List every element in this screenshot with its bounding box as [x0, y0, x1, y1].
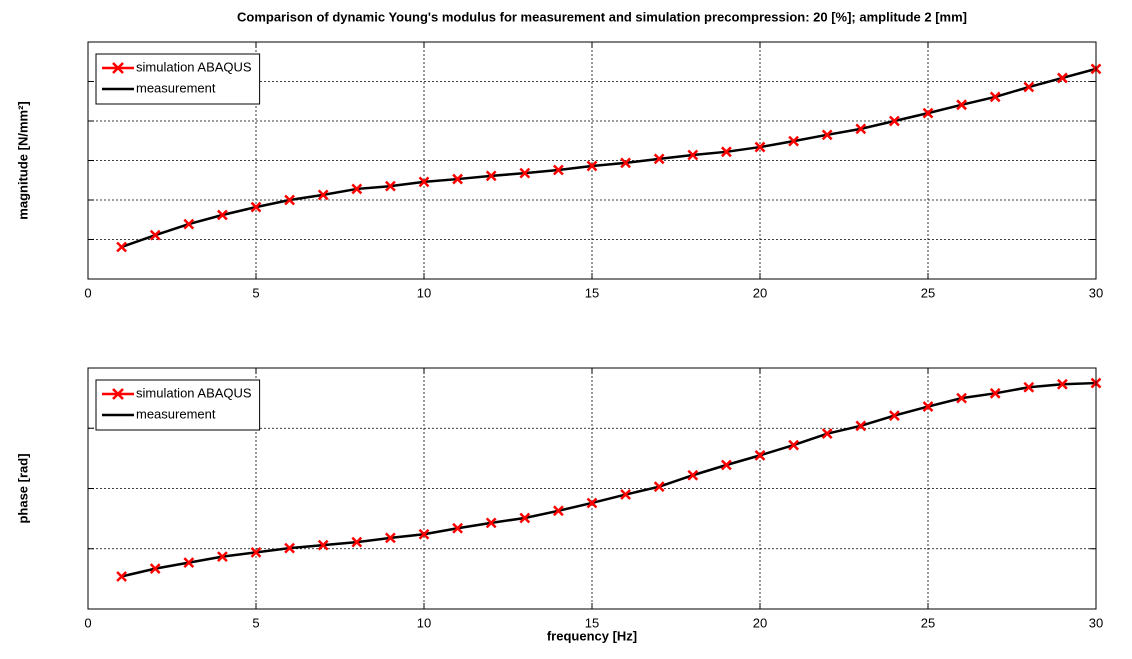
series-line: [121, 67, 1097, 249]
marker: [653, 481, 665, 493]
x-tick-label: 30: [1089, 615, 1103, 630]
marker: [989, 91, 1001, 103]
marker: [519, 167, 531, 179]
marker: [956, 392, 967, 404]
x-tick-label: 5: [252, 285, 259, 300]
plot-frame: [87, 41, 1097, 280]
marker: [754, 449, 766, 461]
x-tick-label: 10: [417, 615, 431, 630]
marker: [149, 563, 161, 575]
marker: [721, 459, 732, 471]
legend-marker: [112, 62, 124, 74]
marker: [1057, 378, 1068, 390]
marker: [217, 209, 228, 221]
marker: [754, 141, 766, 153]
marker: [553, 505, 564, 517]
legend: simulation ABAQUS measurement: [95, 53, 261, 105]
marker: [284, 194, 295, 206]
marker: [586, 497, 598, 509]
marker: [821, 428, 833, 440]
x-tick-label: 0: [84, 285, 91, 300]
marker: [217, 551, 228, 562]
marker: [452, 522, 463, 534]
x-tick-label: 25: [921, 615, 935, 630]
marker: [889, 115, 900, 127]
x-tick-label: 20: [753, 615, 767, 630]
x-tick-label: 10: [417, 285, 431, 300]
x-tick-label: 15: [585, 615, 599, 630]
marker: [922, 107, 934, 119]
x-tick-label: 20: [753, 285, 767, 300]
x-tick-label: 25: [921, 285, 935, 300]
legend-label: simulation ABAQUS: [136, 59, 252, 74]
legend: simulation ABAQUS measurement: [95, 379, 261, 431]
marker: [149, 229, 161, 241]
marker: [1023, 81, 1035, 93]
marker: [586, 160, 598, 172]
marker: [385, 180, 396, 192]
x-tick-label: 30: [1089, 285, 1103, 300]
x-tick-label: 15: [585, 285, 599, 300]
marker: [452, 173, 463, 185]
x-tick-label: 0: [84, 615, 91, 630]
marker: [687, 469, 699, 481]
marker: [317, 539, 329, 551]
legend-label: measurement: [136, 80, 216, 95]
marker: [653, 153, 665, 165]
marker: [418, 176, 430, 188]
marker: [1023, 381, 1035, 393]
marker: [418, 528, 430, 540]
legend-marker: [112, 388, 124, 400]
legend-label: measurement: [136, 406, 216, 421]
marker: [956, 99, 967, 111]
series-line: [121, 381, 1097, 578]
marker: [485, 517, 497, 529]
marker: [351, 183, 363, 195]
marker: [788, 439, 799, 451]
marker: [989, 387, 1001, 399]
x-axis-label: frequency [Hz]: [547, 628, 637, 643]
marker: [485, 170, 497, 182]
legend-label: simulation ABAQUS: [136, 385, 252, 400]
marker: [183, 218, 195, 230]
legend-frame: [95, 53, 261, 105]
marker: [385, 532, 396, 544]
x-tick-label: 5: [252, 615, 259, 630]
marker: [620, 157, 631, 169]
y-axis-label: phase [rad]: [15, 453, 30, 523]
marker: [620, 489, 631, 500]
marker: [351, 536, 363, 548]
marker: [855, 123, 867, 135]
marker: [721, 146, 732, 158]
marker: [519, 512, 531, 524]
marker: [250, 201, 262, 213]
marker: [116, 241, 127, 253]
plot-frame: [87, 367, 1097, 610]
marker: [116, 571, 127, 582]
marker: [821, 129, 833, 141]
marker: [687, 149, 699, 161]
marker: [1057, 72, 1068, 84]
marker: [183, 557, 195, 568]
legend-frame: [95, 379, 261, 431]
marker: [889, 410, 900, 421]
marker: [855, 420, 867, 432]
marker: [317, 189, 329, 201]
marker: [922, 401, 934, 412]
marker: [553, 164, 564, 176]
chart-title: Comparison of dynamic Young's modulus fo…: [237, 9, 967, 24]
marker: [284, 542, 295, 554]
marker: [250, 546, 262, 558]
marker: [788, 135, 799, 147]
y-axis-label: magnitude [N/mm²]: [15, 101, 30, 219]
